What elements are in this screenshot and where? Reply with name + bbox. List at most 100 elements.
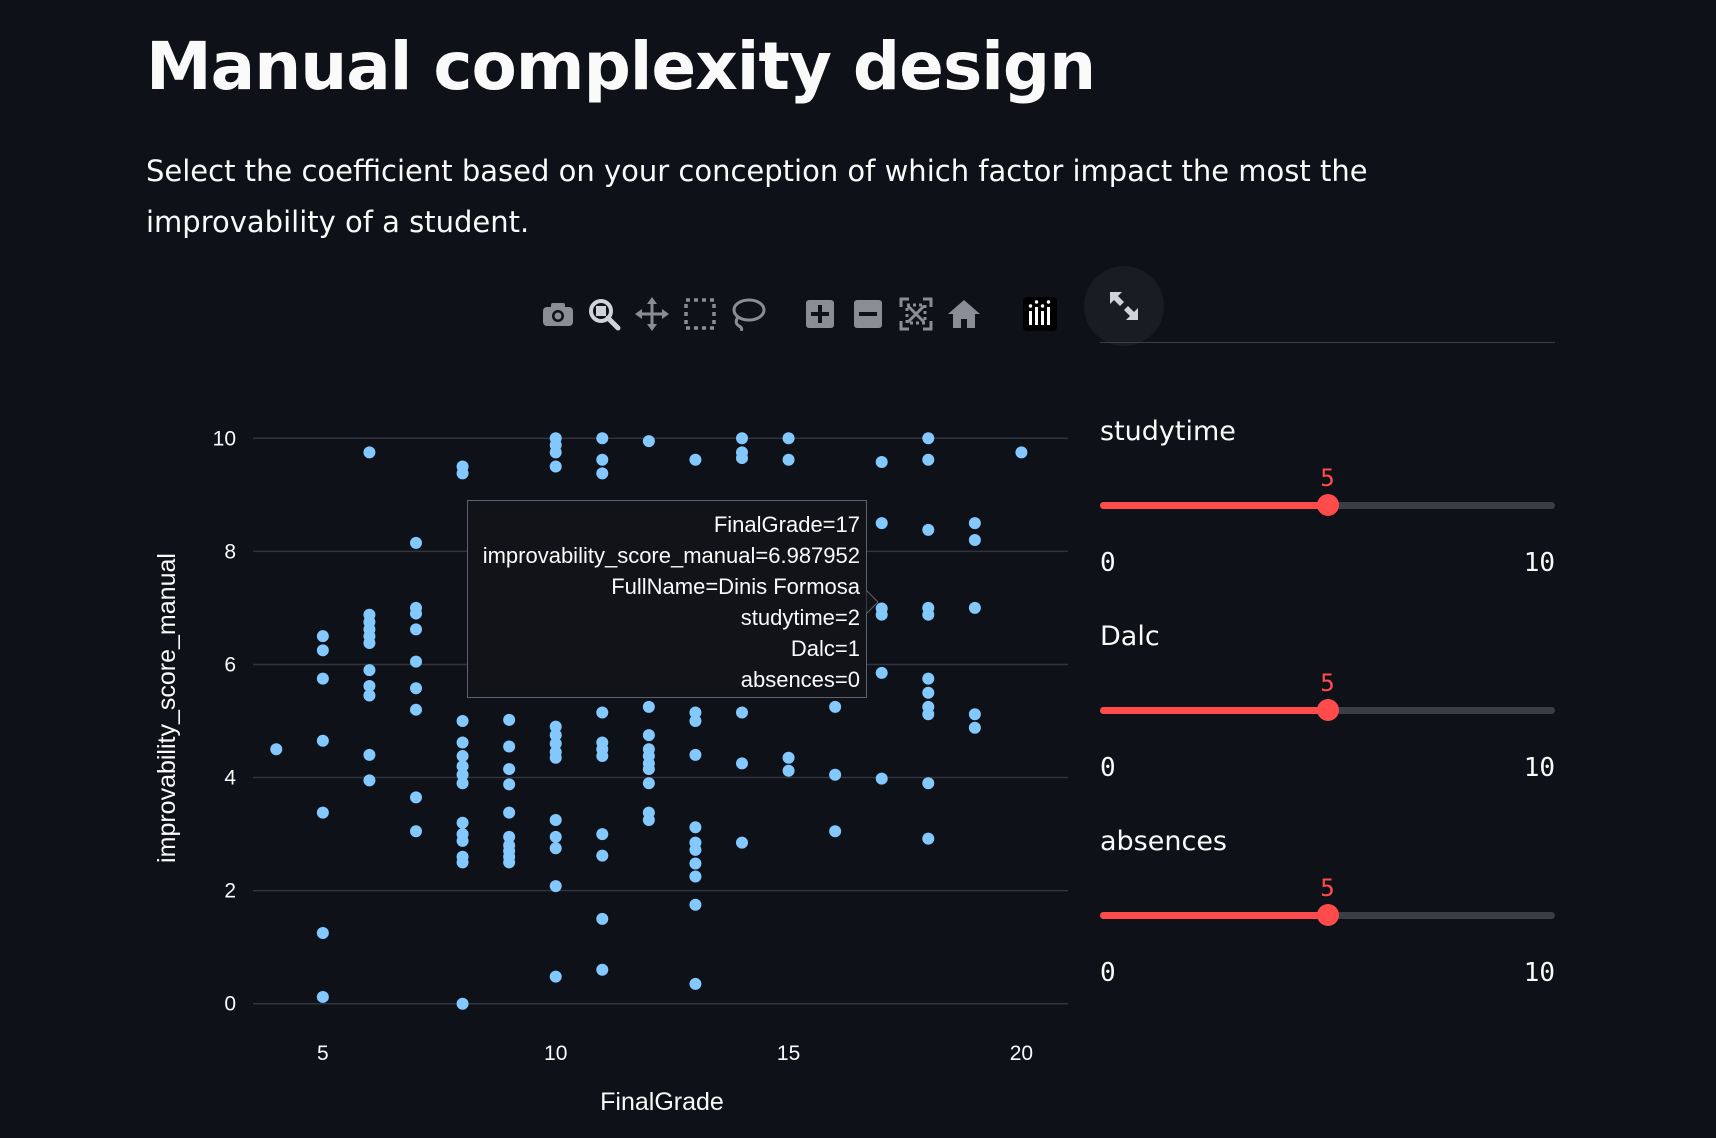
data-point[interactable] [549,460,562,473]
data-point[interactable] [689,843,702,856]
data-point[interactable] [410,536,422,549]
data-point[interactable] [549,729,562,742]
data-point[interactable] [922,672,935,685]
data-point[interactable] [596,849,609,862]
slider-track[interactable] [1100,699,1555,721]
data-point[interactable] [736,432,748,445]
data-point[interactable] [875,608,888,621]
data-point[interactable] [829,700,842,713]
data-point[interactable] [316,630,329,643]
scatter-chart[interactable]: 0 2 4 6 8 10 5 10 15 20 FinalGrade improvability_… [0,0,1100,1138]
data-point[interactable] [596,453,609,466]
data-point[interactable] [689,821,702,834]
slider-thumb[interactable] [1316,904,1339,926]
data-point[interactable] [549,970,562,983]
data-point[interactable] [503,856,516,869]
autoscale-icon[interactable] [896,294,936,334]
data-point[interactable] [829,825,842,838]
data-point[interactable] [456,834,469,847]
data-point[interactable] [782,764,795,777]
data-point[interactable] [316,734,329,747]
data-point[interactable] [596,750,609,763]
data-point[interactable] [689,857,702,870]
data-point[interactable] [875,456,888,469]
data-point[interactable] [456,777,469,790]
data-point[interactable] [596,432,609,445]
data-point[interactable] [316,927,329,940]
data-point[interactable] [363,689,376,702]
data-point[interactable] [549,880,562,893]
data-point[interactable] [736,757,748,770]
data-point[interactable] [689,706,702,719]
data-point[interactable] [456,750,469,763]
box-select-icon[interactable] [680,294,720,334]
data-point[interactable] [363,664,376,677]
data-point[interactable] [689,748,702,761]
data-point[interactable] [410,607,422,620]
data-point[interactable] [782,453,795,466]
data-point[interactable] [922,686,935,699]
data-point[interactable] [596,963,609,976]
data-point[interactable] [549,751,562,764]
slider-thumb[interactable] [1316,699,1339,721]
data-point[interactable] [875,517,888,530]
data-point[interactable] [596,706,609,719]
slider-thumb[interactable] [1316,494,1339,516]
data-point[interactable] [363,636,376,649]
data-point[interactable] [456,768,469,781]
data-point[interactable] [596,828,609,841]
slider-track[interactable] [1100,904,1555,926]
data-point[interactable] [316,672,329,685]
data-point[interactable] [736,452,748,465]
data-point[interactable] [316,990,329,1003]
zoom-icon[interactable] [584,294,624,334]
data-point[interactable] [549,720,562,733]
data-point[interactable] [410,682,422,695]
data-point[interactable] [363,679,376,692]
zoom-out-icon[interactable] [848,294,888,334]
data-point[interactable] [549,446,562,459]
data-point[interactable] [549,813,562,826]
data-point[interactable] [922,608,935,621]
slider-track[interactable] [1100,494,1555,516]
data-point[interactable] [782,432,795,445]
data-point[interactable] [410,655,422,668]
data-point[interactable] [642,777,655,790]
plotly-logo-icon[interactable] [1020,294,1060,334]
data-point[interactable] [968,517,981,530]
data-point[interactable] [549,737,562,750]
data-point[interactable] [642,729,655,742]
data-point[interactable] [456,736,469,749]
reset-axes-icon[interactable] [944,294,984,334]
data-point[interactable] [503,763,516,776]
data-point[interactable] [875,666,888,679]
data-point[interactable] [922,832,935,845]
pan-icon[interactable] [632,294,672,334]
data-point[interactable] [968,721,981,734]
data-point[interactable] [596,912,609,925]
data-point[interactable] [689,715,702,727]
data-point[interactable] [689,453,702,466]
data-point[interactable] [922,708,935,721]
data-point[interactable] [549,830,562,843]
data-point[interactable] [549,842,562,855]
data-point[interactable] [596,467,609,480]
data-point[interactable] [363,774,376,787]
data-point[interactable] [270,743,283,756]
data-point[interactable] [316,806,329,819]
data-point[interactable] [922,523,935,536]
data-point[interactable] [410,825,422,838]
data-point[interactable] [642,700,655,713]
data-point[interactable] [503,740,516,753]
data-point[interactable] [968,534,981,547]
data-point[interactable] [689,977,702,990]
data-point[interactable] [922,432,935,445]
data-point[interactable] [922,453,935,466]
data-point[interactable] [363,748,376,761]
data-point[interactable] [503,713,516,726]
data-point[interactable] [689,898,702,911]
data-point[interactable] [503,830,516,843]
data-point[interactable] [875,772,888,785]
data-point[interactable] [1015,446,1028,459]
data-point[interactable] [829,768,842,781]
